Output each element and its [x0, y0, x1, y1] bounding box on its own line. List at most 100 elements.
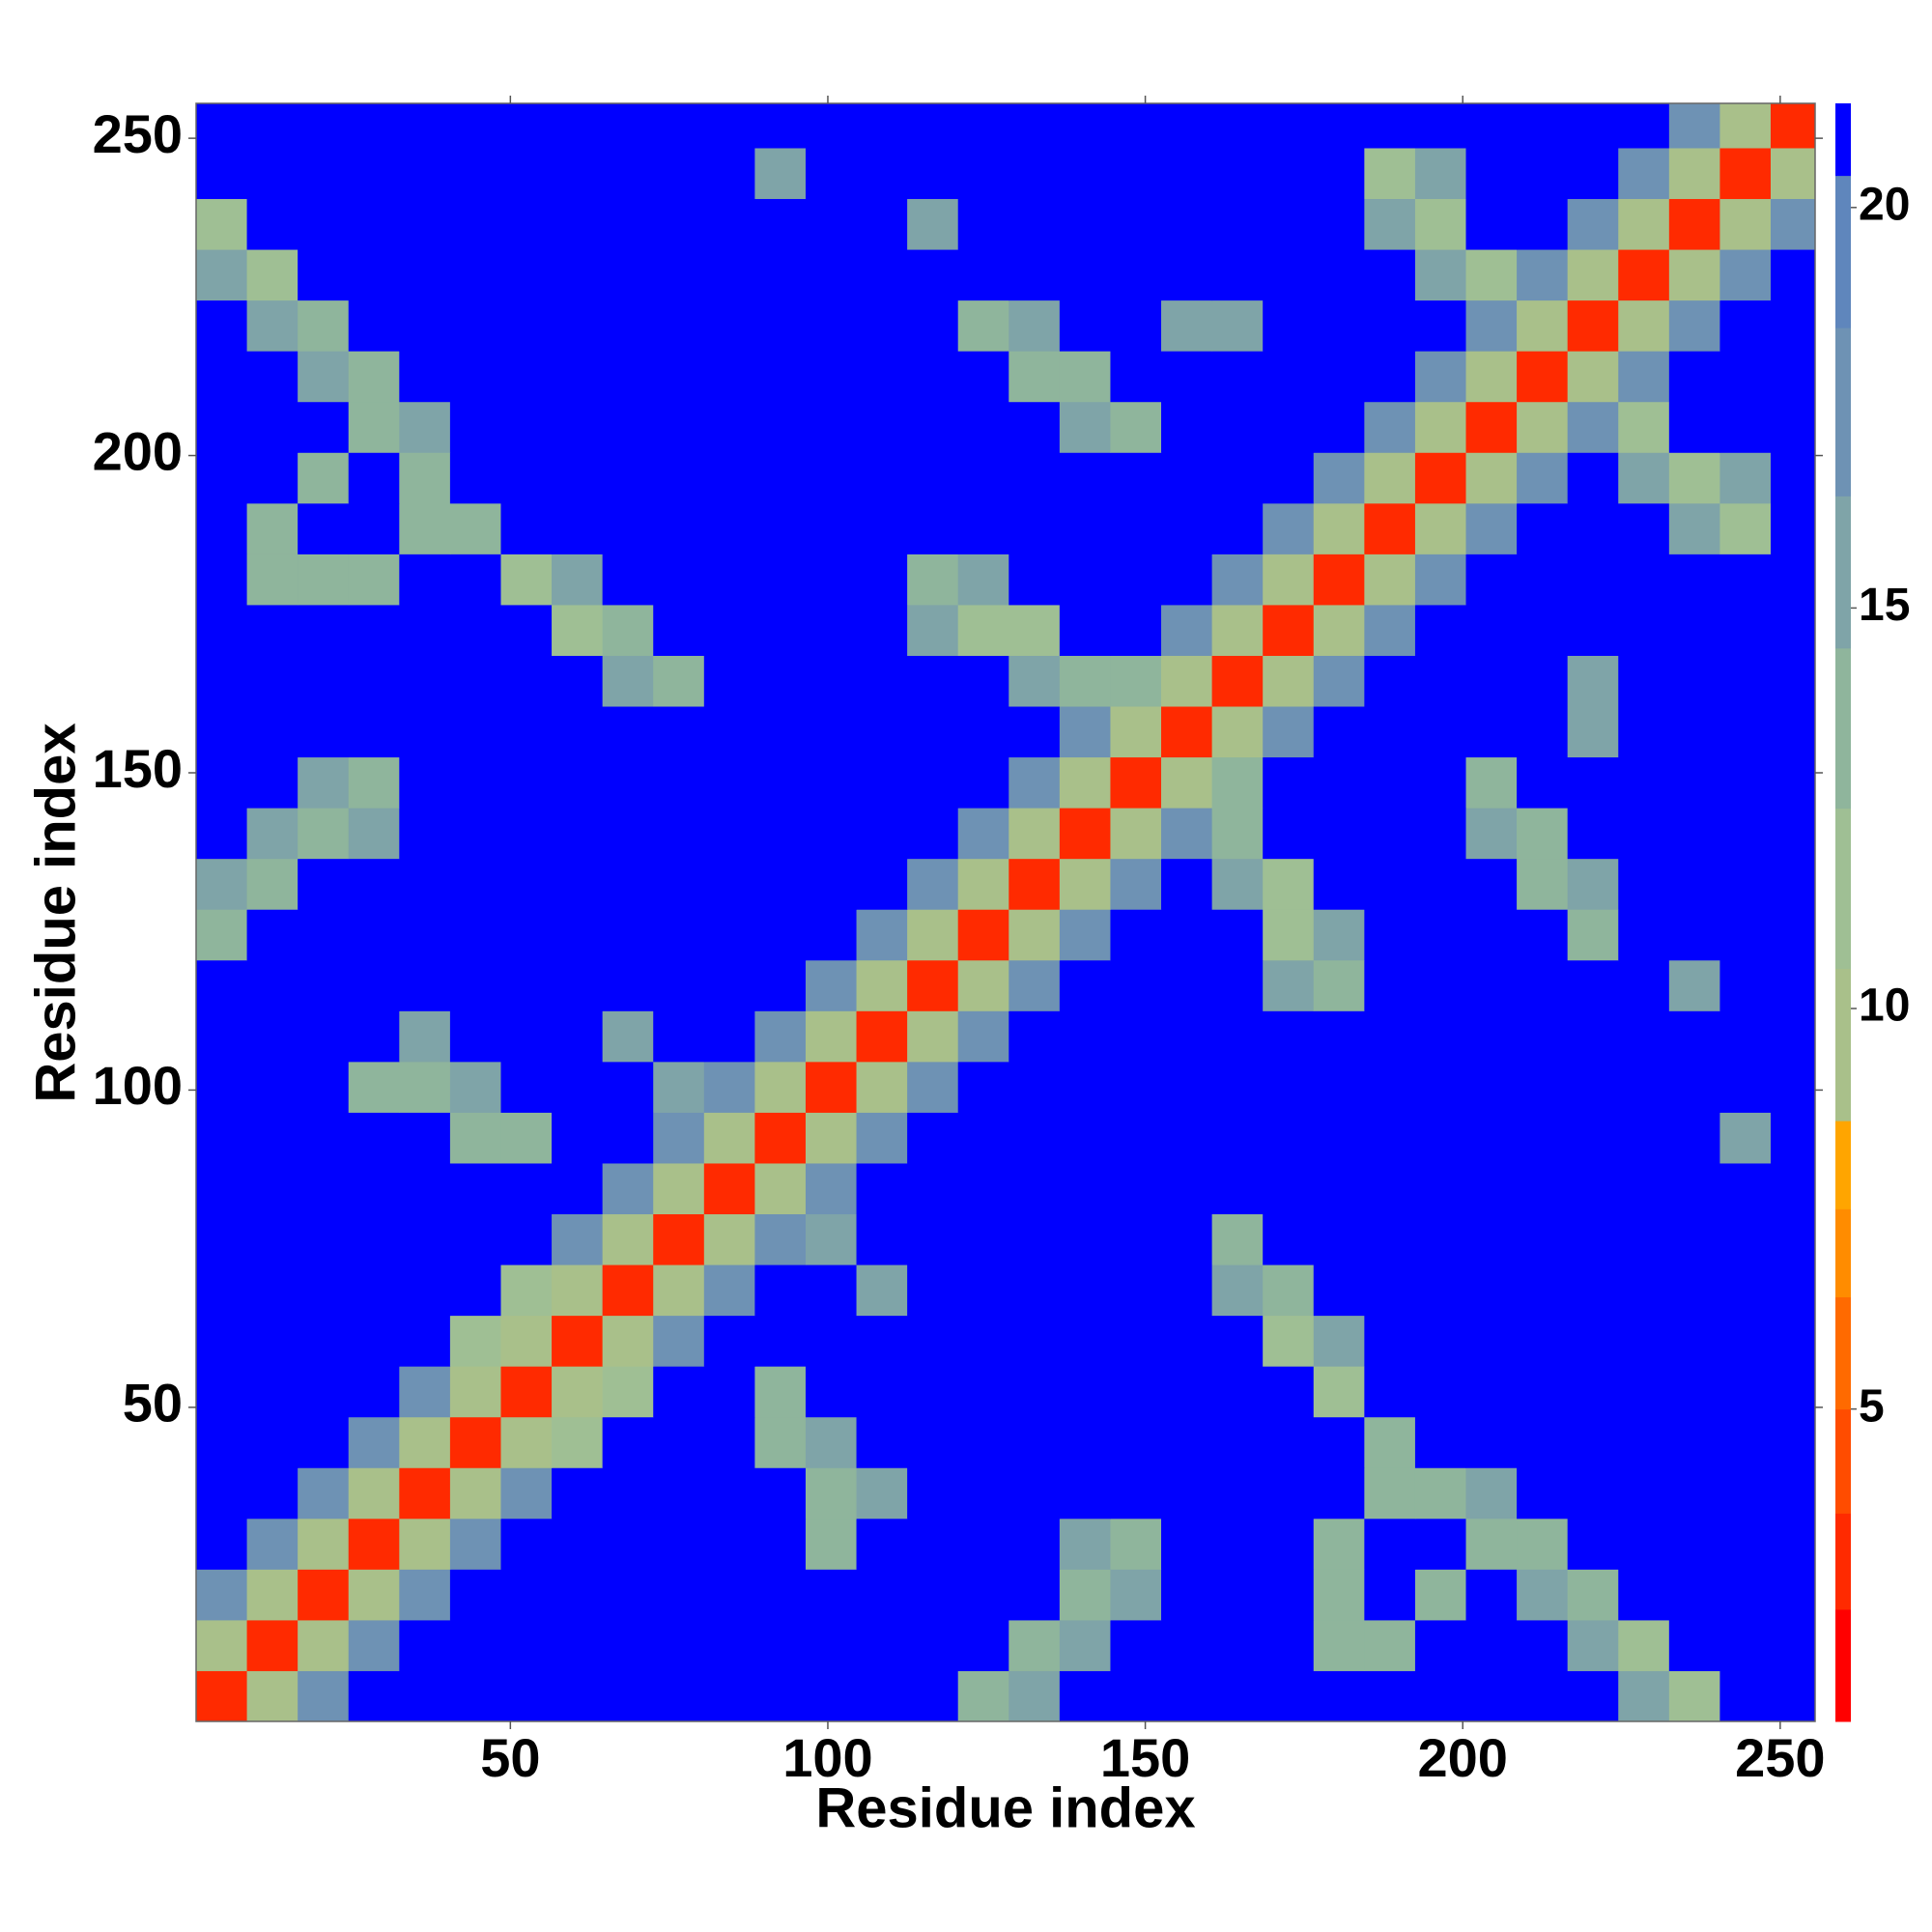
- heatmap-cell: [1059, 1010, 1111, 1063]
- heatmap-cell: [246, 959, 298, 1011]
- heatmap-cell: [754, 1213, 807, 1265]
- heatmap-cell: [754, 604, 807, 656]
- heatmap-cell: [1414, 1010, 1467, 1063]
- heatmap-cell: [1009, 1010, 1061, 1063]
- heatmap-cell: [907, 103, 959, 149]
- heatmap-cell: [754, 249, 807, 301]
- heatmap-cell: [1567, 147, 1619, 200]
- heatmap-cell: [1517, 1366, 1569, 1418]
- heatmap-cell: [703, 1010, 755, 1063]
- heatmap-cell: [602, 959, 654, 1011]
- heatmap-cell: [653, 1162, 705, 1215]
- heatmap-cell: [348, 103, 400, 149]
- heatmap-cell: [754, 452, 807, 504]
- heatmap-cell: [1110, 1467, 1162, 1520]
- heatmap-cell: [907, 1162, 959, 1215]
- heatmap-cell: [348, 808, 400, 860]
- heatmap-cell: [1719, 1366, 1772, 1418]
- heatmap-cell: [1211, 1619, 1264, 1671]
- heatmap-cell: [957, 452, 1009, 504]
- heatmap-cell: [703, 554, 755, 606]
- heatmap-cell: [1110, 1670, 1162, 1721]
- heatmap-cell: [1719, 756, 1772, 809]
- heatmap-cell: [754, 1569, 807, 1621]
- heatmap-cell: [907, 1112, 959, 1164]
- heatmap-cell: [1668, 756, 1720, 809]
- heatmap-cell: [1770, 103, 1815, 149]
- heatmap-cell: [246, 452, 298, 504]
- colorbar-segment: [1835, 647, 1851, 810]
- heatmap-cell: [1313, 1467, 1365, 1520]
- heatmap-cell: [449, 1366, 501, 1418]
- colorbar-segment: [1835, 968, 1851, 1122]
- heatmap-cell: [1618, 554, 1670, 606]
- heatmap-cell: [449, 198, 501, 250]
- heatmap-cell: [1414, 858, 1467, 910]
- heatmap-cell: [196, 502, 248, 554]
- heatmap-cell: [1059, 1061, 1111, 1113]
- heatmap-cell: [1414, 1619, 1467, 1671]
- heatmap-cell: [399, 103, 451, 149]
- heatmap-cell: [1517, 1264, 1569, 1317]
- heatmap-cell: [1517, 351, 1569, 403]
- heatmap-cell: [1465, 1467, 1518, 1520]
- heatmap-cell: [1465, 858, 1518, 910]
- heatmap-cell: [1567, 706, 1619, 758]
- heatmap-cell: [1770, 959, 1815, 1011]
- heatmap-cell: [1517, 1162, 1569, 1215]
- heatmap-cell: [1313, 147, 1365, 200]
- heatmap-cell: [348, 756, 400, 809]
- heatmap-cell: [1059, 1264, 1111, 1317]
- heatmap-cell: [500, 655, 553, 707]
- heatmap-cell: [1263, 1061, 1315, 1113]
- heatmap-cell: [500, 1518, 553, 1570]
- heatmap-cell: [1009, 1061, 1061, 1113]
- heatmap-cell: [1465, 1264, 1518, 1317]
- heatmap-cell: [1110, 1010, 1162, 1063]
- colorbar-segment: [1835, 327, 1851, 497]
- heatmap-cell: [907, 1264, 959, 1317]
- heatmap-cell: [246, 1619, 298, 1671]
- heatmap-cell: [856, 604, 908, 656]
- heatmap-cell: [856, 909, 908, 961]
- heatmap-cell: [1770, 147, 1815, 200]
- heatmap-cell: [856, 1264, 908, 1317]
- heatmap-cell: [298, 1670, 350, 1721]
- heatmap-cell: [449, 1162, 501, 1215]
- heatmap-cell: [653, 299, 705, 352]
- heatmap-cell: [703, 401, 755, 453]
- heatmap-cell: [552, 351, 604, 403]
- heatmap-cell: [500, 401, 553, 453]
- heatmap-cell: [856, 1467, 908, 1520]
- heatmap-cell: [1059, 1112, 1111, 1164]
- heatmap-cell: [1465, 756, 1518, 809]
- heatmap-cell: [1009, 103, 1061, 149]
- heatmap-cell: [805, 756, 858, 809]
- heatmap-cell: [1059, 1162, 1111, 1215]
- heatmap-cell: [1517, 299, 1569, 352]
- heatmap-cell: [399, 502, 451, 554]
- heatmap-cell: [246, 502, 298, 554]
- heatmap-cell: [1364, 103, 1416, 149]
- heatmap-cell: [1567, 959, 1619, 1011]
- heatmap-cell: [1414, 1518, 1467, 1570]
- heatmap-cell: [1618, 1670, 1670, 1721]
- heatmap-cell: [1110, 103, 1162, 149]
- heatmap-cell: [1618, 756, 1670, 809]
- heatmap-cell: [1465, 147, 1518, 200]
- heatmap-cell: [602, 103, 654, 149]
- heatmap-cell: [246, 1315, 298, 1367]
- heatmap-cell: [348, 147, 400, 200]
- heatmap-cell: [298, 1264, 350, 1317]
- heatmap-cell: [1517, 1416, 1569, 1468]
- heatmap-cell: [1211, 1366, 1264, 1418]
- y-axis-label: Residue index: [24, 723, 87, 1102]
- heatmap-cell: [1517, 1569, 1569, 1621]
- x-tick-label: 200: [1418, 1727, 1508, 1788]
- heatmap-cell: [1059, 1670, 1111, 1721]
- heatmap-cell: [552, 1315, 604, 1367]
- heatmap-cell: [1517, 1619, 1569, 1671]
- heatmap-cell: [1161, 1366, 1213, 1418]
- heatmap-cell: [1211, 502, 1264, 554]
- heatmap-cell: [500, 1619, 553, 1671]
